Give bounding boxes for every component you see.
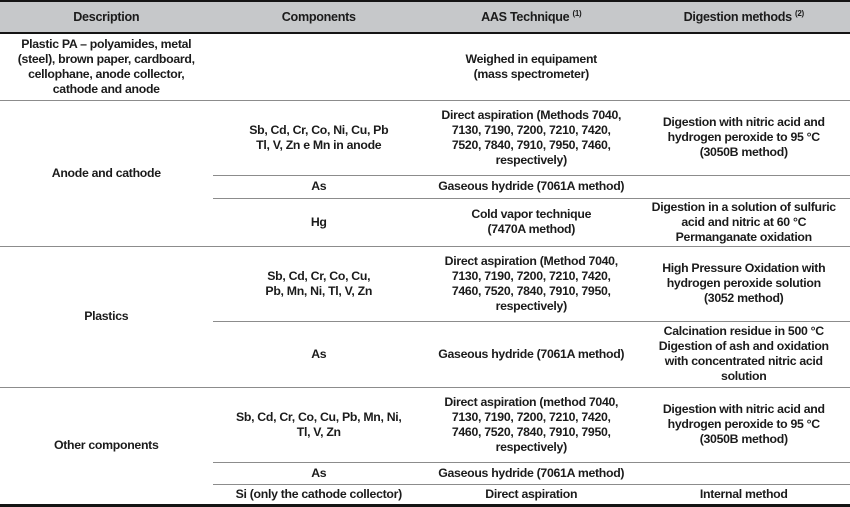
cell-description-anode-and-cathode: Anode and cathode xyxy=(0,100,213,246)
cell-digestion-method: Digestion in a solution of sulfuric acid… xyxy=(638,198,850,246)
cell-components: Si (only the cathode collector) xyxy=(213,484,426,505)
cell-digestion-method xyxy=(638,175,850,198)
header-cell-aas-technique: AAS Technique (1) xyxy=(425,1,638,33)
cell-components: Hg xyxy=(213,198,426,246)
cell-digestion-method: High Pressure Oxidation with hydrogen pe… xyxy=(638,246,850,321)
cell-components: Sb, Cd, Cr, Co, Cu, Pb, Mn, Ni, Tl, V, Z… xyxy=(213,246,426,321)
cell-aas-technique: Gaseous hydride (7061A method) xyxy=(425,321,638,387)
cell-digestion-method xyxy=(638,33,850,100)
cell-aas-technique: Cold vapor technique (7470A method) xyxy=(425,198,638,246)
header-label: Digestion methods xyxy=(684,10,795,24)
cell-components: As xyxy=(213,462,426,484)
cell-aas-technique: Direct aspiration xyxy=(425,484,638,505)
table-row: Plastics Sb, Cd, Cr, Co, Cu, Pb, Mn, Ni,… xyxy=(0,246,850,321)
cell-description-plastic-pa: Plastic PA – polyamides, metal (steel), … xyxy=(0,33,213,100)
header-cell-components: Components xyxy=(213,1,426,33)
cell-aas-technique: Direct aspiration (Method 7040, 7130, 71… xyxy=(425,246,638,321)
cell-digestion-method xyxy=(638,462,850,484)
header-label: Components xyxy=(282,10,356,24)
header-footnote-ref: (1) xyxy=(573,8,582,17)
cell-description-other-components: Other components xyxy=(0,387,213,505)
header-cell-description: Description xyxy=(0,1,213,33)
cell-digestion-method: Digestion with nitric acid and hydrogen … xyxy=(638,100,850,175)
cell-components: As xyxy=(213,321,426,387)
table-row: Other components Sb, Cd, Cr, Co, Cu, Pb,… xyxy=(0,387,850,462)
cell-aas-technique: Gaseous hydride (7061A method) xyxy=(425,175,638,198)
cell-components: Sb, Cd, Cr, Co, Ni, Cu, Pb Tl, V, Zn e M… xyxy=(213,100,426,175)
table-row: Plastic PA – polyamides, metal (steel), … xyxy=(0,33,850,100)
header-label: AAS Technique xyxy=(481,10,572,24)
cell-components: As xyxy=(213,175,426,198)
cell-components: Sb, Cd, Cr, Co, Cu, Pb, Mn, Ni, Tl, V, Z… xyxy=(213,387,426,462)
cell-aas-technique: Weighed in equipament (mass spectrometer… xyxy=(425,33,638,100)
cell-aas-technique: Gaseous hydride (7061A method) xyxy=(425,462,638,484)
cell-description-plastics: Plastics xyxy=(0,246,213,387)
cell-digestion-method: Digestion with nitric acid and hydrogen … xyxy=(638,387,850,462)
header-footnote-ref: (2) xyxy=(795,8,804,17)
table-header-row: Description Components AAS Technique (1)… xyxy=(0,1,850,33)
cell-aas-technique: Direct aspiration (method 7040, 7130, 71… xyxy=(425,387,638,462)
cell-digestion-method: Internal method xyxy=(638,484,850,505)
header-cell-digestion-methods: Digestion methods (2) xyxy=(638,1,850,33)
cell-components xyxy=(213,33,426,100)
cell-digestion-method: Calcination residue in 500 °C Digestion … xyxy=(638,321,850,387)
cell-aas-technique: Direct aspiration (Methods 7040, 7130, 7… xyxy=(425,100,638,175)
header-label: Description xyxy=(73,10,139,24)
table-row: Anode and cathode Sb, Cd, Cr, Co, Ni, Cu… xyxy=(0,100,850,175)
